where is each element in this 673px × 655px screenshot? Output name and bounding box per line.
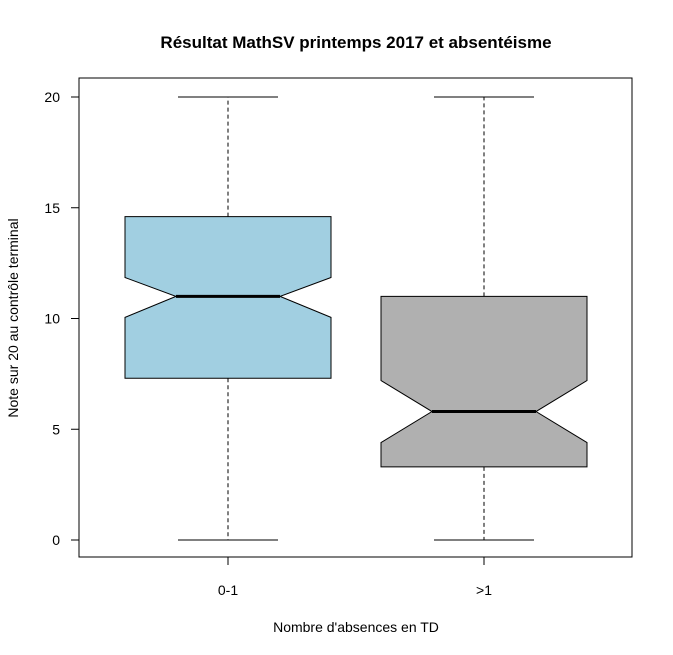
notched-box (380, 295, 588, 468)
y-tick-label: 10 (44, 311, 60, 327)
chart-title: Résultat MathSV printemps 2017 et absent… (160, 33, 551, 52)
x-tick-label: 0-1 (218, 582, 238, 598)
x-axis-label: Nombre d'absences en TD (273, 619, 439, 635)
box-1 (124, 96, 332, 541)
y-axis: 0 5 10 15 20 (44, 89, 80, 548)
y-tick-label: 5 (52, 421, 60, 437)
box-2 (380, 96, 588, 541)
y-tick-label: 0 (52, 532, 60, 548)
x-tick-label: >1 (476, 582, 492, 598)
boxes-group (124, 96, 588, 541)
y-axis-label: Note sur 20 au contrôle terminal (5, 218, 21, 417)
y-tick-label: 20 (44, 89, 60, 105)
y-tick-label: 15 (44, 200, 60, 216)
x-axis: 0-1 >1 (218, 556, 492, 598)
